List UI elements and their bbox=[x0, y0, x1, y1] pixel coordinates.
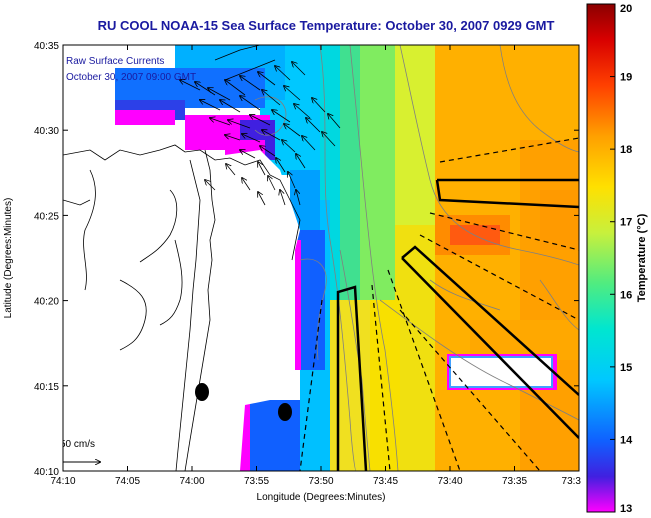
x-tick-label: 74:00 bbox=[179, 476, 204, 487]
colorbar-tick-label: 16 bbox=[620, 289, 632, 301]
scale-label: 50 cm/s bbox=[60, 439, 95, 450]
y-tick-label: 40:20 bbox=[34, 297, 59, 308]
x-tick-label: 73:55 bbox=[244, 476, 269, 487]
coastline bbox=[63, 45, 301, 471]
colorbar-tick-label: 20 bbox=[620, 3, 632, 15]
colorbar-tick-label: 15 bbox=[620, 362, 632, 374]
y-tick-label: 40:25 bbox=[34, 211, 59, 222]
colorbar: 20 19 18 17 16 15 14 13 Temperature (°C) bbox=[586, 3, 648, 515]
x-axis-label: Longitude (Degrees:Minutes) bbox=[257, 492, 386, 503]
x-tick-label: 73:45 bbox=[373, 476, 398, 487]
y-tick-label: 40:35 bbox=[34, 41, 59, 52]
site-marker bbox=[195, 383, 209, 401]
inset-line-2: October 30, 2007 09:00 GMT bbox=[66, 72, 196, 83]
colorbar-tick-label: 13 bbox=[620, 503, 632, 515]
colorbar-tick-label: 18 bbox=[620, 144, 632, 156]
dashed-radial-lines bbox=[299, 137, 579, 471]
colorbar-tick-label: 17 bbox=[620, 217, 632, 229]
map-panel: 50 cm/s Raw Surface Currents October 30,… bbox=[60, 45, 579, 471]
x-tick-label: 73:35 bbox=[502, 476, 527, 487]
figure-title: RU COOL NOAA-15 Sea Surface Temperature:… bbox=[98, 18, 555, 33]
y-axis-label: Latitude (Degrees:Minutes) bbox=[3, 198, 14, 319]
colorbar-ticks: 20 19 18 17 16 15 14 13 bbox=[610, 3, 633, 515]
y-tick-label: 40:10 bbox=[34, 467, 59, 478]
x-tick-label: 73:40 bbox=[437, 476, 462, 487]
site-marker bbox=[278, 403, 292, 421]
x-tick-label: 74:10 bbox=[50, 476, 75, 487]
colorbar-label: Temperature (°C) bbox=[636, 213, 648, 302]
solid-wedges bbox=[336, 178, 579, 471]
surface-current-vectors bbox=[180, 62, 341, 206]
y-tick-label: 40:30 bbox=[34, 126, 59, 137]
colorbar-gradient bbox=[586, 3, 616, 513]
velocity-scale: 50 cm/s bbox=[60, 439, 100, 462]
inset-line-1: Raw Surface Currents bbox=[66, 56, 164, 67]
colorbar-tick-label: 19 bbox=[620, 72, 632, 84]
x-tick-label: 73:50 bbox=[308, 476, 333, 487]
colorbar-tick-label: 14 bbox=[620, 434, 633, 446]
x-tick-label: 74:05 bbox=[115, 476, 140, 487]
sst-field bbox=[115, 45, 579, 471]
land-mass bbox=[63, 45, 300, 471]
y-tick-label: 40:15 bbox=[34, 382, 59, 393]
x-ticks: 74:10 74:05 74:00 73:55 73:50 73:45 73:40 73:35… bbox=[50, 45, 581, 487]
y-ticks: 40:35 40:30 40:25 40:20 40:15 40:10 bbox=[34, 41, 579, 478]
x-tick-label: 73:3 bbox=[562, 476, 582, 487]
